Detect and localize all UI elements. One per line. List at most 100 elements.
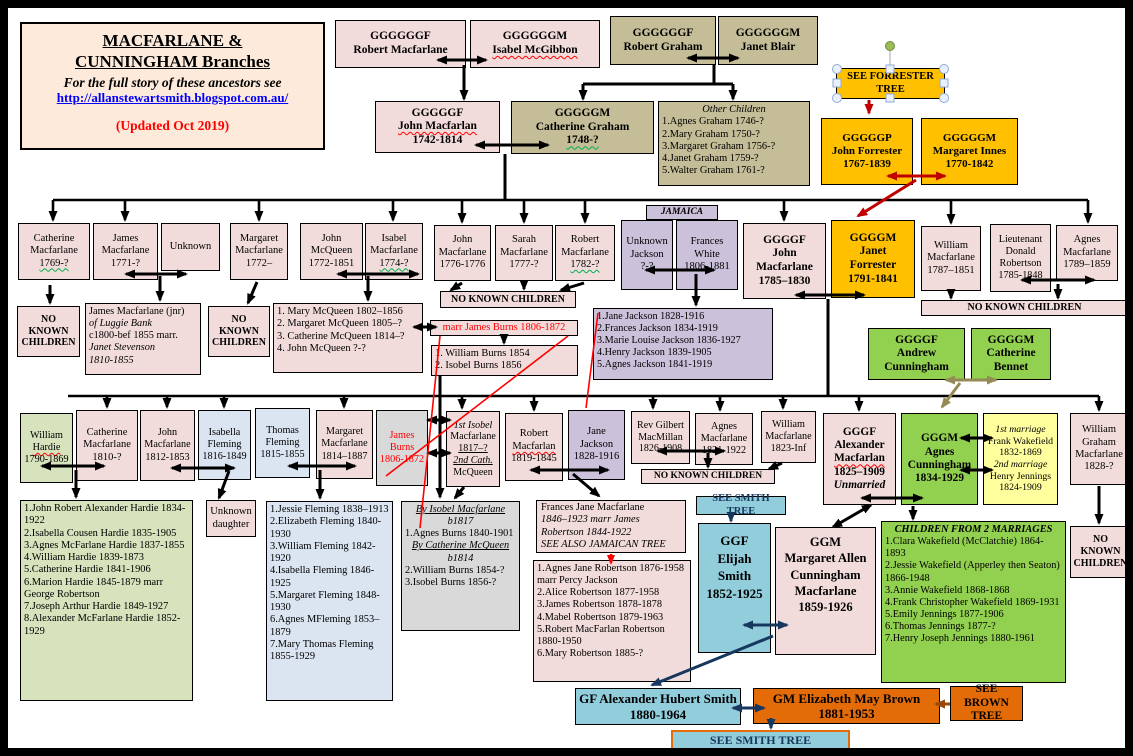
no-known-children-box: NO KNOWN CHILDREN <box>208 306 270 357</box>
no-known-children-box: NO KNOWN CHILDREN <box>921 300 1125 316</box>
node-label: Macfarlane <box>30 245 78 257</box>
node-unknown-spouse: Unknown <box>161 223 220 271</box>
note-line: Frances Jane Macfarlane <box>541 501 645 513</box>
no-known-children-box: NO KNOWN CHILDREN <box>641 469 775 484</box>
node-william-graham-macfarlane: William Graham Macfarlane 1828-? <box>1070 413 1125 485</box>
list-items: 1.Clara Wakefield (McClatchie) 1864-1893… <box>885 536 1060 645</box>
list-header: CHILDREN FROM 2 MARRIAGES <box>894 524 1053 535</box>
node-label: Macfarlane <box>561 246 609 258</box>
node-gf-alexander-hubert-smith: GF Alexander Hubert Smith 1880-1964 <box>575 688 741 725</box>
node-unknown-daughter: Unknown daughter <box>206 500 256 537</box>
node-john-forrester: GGGGGP John Forrester 1767-1839 <box>821 118 913 185</box>
node-label: Alexander <box>834 439 885 451</box>
node-label: GGGGGM <box>554 107 611 120</box>
node-janet-blair: GGGGGGM Janet Blair <box>718 16 818 65</box>
node-label: 1817–? <box>458 443 488 455</box>
no-known-children-box: NO KNOWN CHILDREN <box>1070 526 1125 578</box>
node-robert-graham: GGGGGGF Robert Graham <box>610 16 716 65</box>
node-frances-white: Frances White 1806-1881 <box>676 220 738 290</box>
note-line: 1824-1909 <box>999 482 1042 494</box>
node-label: Isabel McGibbon <box>492 44 578 56</box>
see-forrester-tree-link[interactable]: SEE FORRESTER TREE <box>836 68 945 99</box>
node-isabel-mcgibbon: GGGGGGM Isabel McGibbon <box>470 20 600 68</box>
node-ggggm-janet-forrester: GGGGM Janet Forrester 1791-1841 <box>831 220 915 298</box>
node-label: 1825–1909 <box>834 465 885 478</box>
node-label: 1782-? <box>570 259 600 271</box>
node-donald-robertson: Lieutenant Donald Robertson 1785-1848 <box>990 224 1051 292</box>
list-items: 1.Agnes Burns 1840-1901 <box>405 528 514 540</box>
node-catherine-macfarlane-1810: Catherine Macfarlane 1810-? <box>76 410 138 481</box>
see-smith-tree-link-top[interactable]: SEE SMITH TREE <box>696 493 786 517</box>
node-label: McQueen <box>453 466 493 478</box>
node-catherine-bennet: GGGGM Catherine Bennet <box>971 328 1051 380</box>
node-james-burns: James Burns 1806-1872 <box>376 410 428 486</box>
node-agnes-macfarlane-1821: Agnes Macfarlane 1821-1922 <box>695 413 753 465</box>
node-label: Macfarlane <box>370 245 418 257</box>
node-ggggf-john-macfarlane: GGGGF John Macfarlane 1785–1830 <box>743 223 826 299</box>
node-label: Catherine <box>33 232 75 244</box>
node-william-macfarlane-1823: William Macfarlane 1823-Inf <box>761 411 816 463</box>
marr-james-burns-note: marr James Burns 1806-1872 <box>430 320 578 336</box>
node-label: 1790-1869 <box>24 454 69 466</box>
note-line: James Macfarlane (jnr) <box>89 306 185 317</box>
no-known-children-box: NO KNOWN CHILDREN <box>17 306 80 357</box>
burns-children-list: 1. William Burns 1854 2. Isobel Burns 18… <box>431 345 578 376</box>
node-robert-macfarlane: GGGGGGF Robert Macfarlane <box>335 20 466 68</box>
node-label: GGGF <box>842 425 877 438</box>
no-known-children-box: NO KNOWN CHILDREN <box>440 291 576 308</box>
node-catherine-graham-1748: GGGGGM Catherine Graham 1748-? <box>511 101 654 154</box>
note-line: 1832-1869 <box>999 447 1042 459</box>
node-thomas-fleming: Thomas Fleming 1815-1855 <box>255 408 310 478</box>
node-john-macfarlan-1742: GGGGGF John Macfarlan 1742-1814 <box>375 101 500 153</box>
node-label: Unmarried <box>833 478 886 491</box>
updated-date: (Updated Oct 2019) <box>115 117 230 133</box>
burns-children-by-wife-list: By Isobel Macfarlane b1817 1.Agnes Burns… <box>401 501 520 631</box>
node-label: William <box>30 429 63 441</box>
node-label: Hardie <box>32 441 61 453</box>
node-label: 1742-1814 <box>412 133 463 146</box>
blog-hyperlink[interactable]: http://allanstewartsmith.blogspot.com.au… <box>56 90 289 106</box>
node-label: Catherine Graham <box>535 120 630 133</box>
title-subtitle: For the full story of these ancestors se… <box>63 74 282 90</box>
note-line: Janet Stevenson <box>89 342 156 354</box>
node-label: Isabel <box>381 232 407 244</box>
node-andrew-cunningham: GGGGF Andrew Cunningham <box>868 328 965 380</box>
node-jane-jackson: Jane Jackson 1828-1916 <box>568 410 625 480</box>
node-ggf-elijah-smith: GGF Elijah Smith 1852-1925 <box>698 523 771 653</box>
node-robert-macfarlan-1819: Robert Macfarlan 1819-1845 <box>505 413 563 481</box>
jamaica-label: JAMAICA <box>646 205 718 220</box>
node-john-macfarlane-1812: John Macfarlane 1812-1853 <box>140 410 195 481</box>
other-children-list: Other Children 1.Agnes Graham 1746-? 2.M… <box>658 101 810 186</box>
node-margaret-macfarlane-1772: Margaret Macfarlane 1772– <box>230 223 288 280</box>
note-line: c1800-bef 1855 marr. <box>89 330 178 342</box>
node-label: 1st Isobel <box>453 419 493 431</box>
see-brown-tree-link[interactable]: SEE BROWN TREE <box>950 683 1023 722</box>
note-line: Henry Jennings <box>989 470 1052 482</box>
robertson-children-list: 1.Agnes Jane Robertson 1876-1958 marr Pe… <box>533 560 691 682</box>
note-line: 2nd marriage <box>993 459 1048 470</box>
node-ggm-margaret-allen-cunningham-macfarlane: GGM Margaret Allen Cunningham Macfarlane… <box>775 527 876 655</box>
see-smith-tree-link-bottom[interactable]: SEE SMITH TREE <box>671 730 850 748</box>
node-label: 1769-? <box>39 257 69 269</box>
wakefield-jennings-marriages-note: 1st marriage Frank Wakefield 1832-1869 2… <box>983 413 1058 505</box>
node-label: Macfarlan <box>512 440 556 452</box>
node-robert-macfarlane-1782: Robert Macfarlane 1782-? <box>555 225 615 281</box>
node-label: Robert <box>519 428 549 440</box>
node-label: 1819-1845 <box>511 453 557 465</box>
node-john-mcqueen: John McQueen 1772-1851 <box>300 223 363 280</box>
node-label: Macfarlan <box>834 452 885 465</box>
node-william-macfarlane-1787: William Macfarlane 1787–1851 <box>921 226 981 291</box>
node-label: 2nd Cath. <box>453 454 493 466</box>
james-macfarlane-jnr-note: James Macfarlane (jnr) of Luggie Bank c1… <box>85 303 201 375</box>
node-label: GGGGGGM <box>502 30 568 43</box>
mcqueen-children-list: 1. Mary McQueen 1802–1856 2. Margaret Mc… <box>273 303 423 373</box>
node-gm-elizabeth-may-brown: GM Elizabeth May Brown 1881-1953 <box>753 688 940 724</box>
node-william-hardie: William Hardie 1790-1869 <box>20 413 73 483</box>
node-label: John Macfarlan <box>398 120 477 133</box>
jackson-children-list: 1.Jane Jackson 1828-1916 2.Frances Jacks… <box>593 308 773 380</box>
list-items: 2.William Burns 1854-? 3.Isobel Burns 18… <box>405 564 505 588</box>
node-isabel-macfarlane-1774: Isabel Macfarlane 1774-? <box>365 223 423 280</box>
note-line: SEE ALSO JAMAICAN TREE <box>541 538 666 550</box>
fleming-children-list: 1.Jessie Fleming 1838–1913 2.Elizabeth F… <box>266 501 393 701</box>
